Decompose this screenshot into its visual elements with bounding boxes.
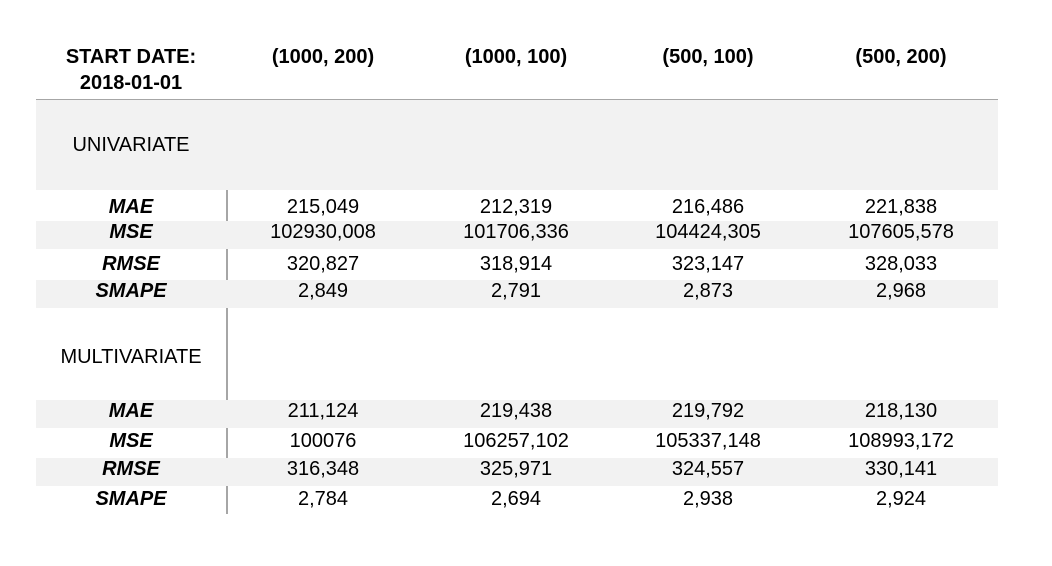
table-cell: 2,968 xyxy=(875,280,927,302)
header-start-date: START DATE: 2018-01-01 xyxy=(36,44,226,96)
table-cell: 328,033 xyxy=(864,253,938,275)
table-cell: 216,486 xyxy=(671,196,745,218)
header-start-date-value: 2018-01-01 xyxy=(79,72,183,94)
metric-label: RMSE xyxy=(102,458,160,480)
table-cell: 106257,102 xyxy=(463,430,569,452)
section-title: UNIVARIATE xyxy=(72,134,190,156)
table-cell: 108993,172 xyxy=(848,430,954,452)
metric-label: MSE xyxy=(109,430,153,452)
results-table: START DATE: 2018-01-01 (1000, 200) (1000… xyxy=(36,40,998,514)
header-start-date-label: START DATE: xyxy=(65,46,197,68)
table-cell: 2,873 xyxy=(682,280,734,302)
table-cell: 218,130 xyxy=(864,400,938,422)
table-cell: 221,838 xyxy=(864,196,938,218)
table-cell: 2,924 xyxy=(875,488,927,510)
table-cell: 2,784 xyxy=(297,488,349,510)
metric-label: MAE xyxy=(108,196,154,218)
table-cell: 219,792 xyxy=(671,400,745,422)
table-row: MAE 211,124 219,438 219,792 218,130 xyxy=(36,400,998,428)
table-cell: 211,124 xyxy=(287,400,359,422)
metric-label: SMAPE xyxy=(95,488,167,510)
table-cell: 107605,578 xyxy=(848,221,954,243)
header-col-2: (1000, 100) xyxy=(464,46,568,68)
table-cell: 318,914 xyxy=(479,253,553,275)
header-col-1: (1000, 200) xyxy=(271,46,375,68)
table-cell: 105337,148 xyxy=(655,430,761,452)
table-cell: 325,971 xyxy=(479,458,553,480)
section-univariate: UNIVARIATE xyxy=(36,100,998,190)
metric-label: RMSE xyxy=(102,253,160,275)
table-cell: 215,049 xyxy=(286,196,360,218)
metric-label: MAE xyxy=(108,400,154,422)
table-row: RMSE 316,348 325,971 324,557 330,141 xyxy=(36,458,998,486)
table-cell: 219,438 xyxy=(479,400,553,422)
table-cell: 330,141 xyxy=(864,458,938,480)
table-cell: 323,147 xyxy=(671,253,745,275)
header-col-4: (500, 200) xyxy=(855,46,947,68)
table-header: START DATE: 2018-01-01 (1000, 200) (1000… xyxy=(36,40,998,101)
table-cell: 212,319 xyxy=(479,196,553,218)
table-cell: 104424,305 xyxy=(655,221,761,243)
table-row: MSE 100076 106257,102 105337,148 108993,… xyxy=(36,430,998,458)
table-row: MAE 215,049 212,319 216,486 221,838 xyxy=(36,196,998,224)
header-col-3: (500, 100) xyxy=(662,46,754,68)
table-cell: 316,348 xyxy=(286,458,360,480)
table-cell: 320,827 xyxy=(286,253,360,275)
section-multivariate: MULTIVARIATE xyxy=(36,308,998,398)
table-row: RMSE 320,827 318,914 323,147 328,033 xyxy=(36,253,998,281)
metric-label: SMAPE xyxy=(95,280,167,302)
table-cell: 2,849 xyxy=(297,280,349,302)
section-title: MULTIVARIATE xyxy=(60,346,202,368)
table-cell: 2,694 xyxy=(490,488,542,510)
table-cell: 324,557 xyxy=(671,458,745,480)
table-row: SMAPE 2,784 2,694 2,938 2,924 xyxy=(36,488,998,516)
table-cell: 2,938 xyxy=(682,488,734,510)
table-row: MSE 102930,008 101706,336 104424,305 107… xyxy=(36,221,998,249)
table-cell: 100076 xyxy=(289,430,357,452)
table-cell: 2,791 xyxy=(490,280,542,302)
table-row: SMAPE 2,849 2,791 2,873 2,968 xyxy=(36,280,998,308)
table-cell: 101706,336 xyxy=(463,221,569,243)
metric-label: MSE xyxy=(109,221,153,243)
table-cell: 102930,008 xyxy=(270,221,376,243)
